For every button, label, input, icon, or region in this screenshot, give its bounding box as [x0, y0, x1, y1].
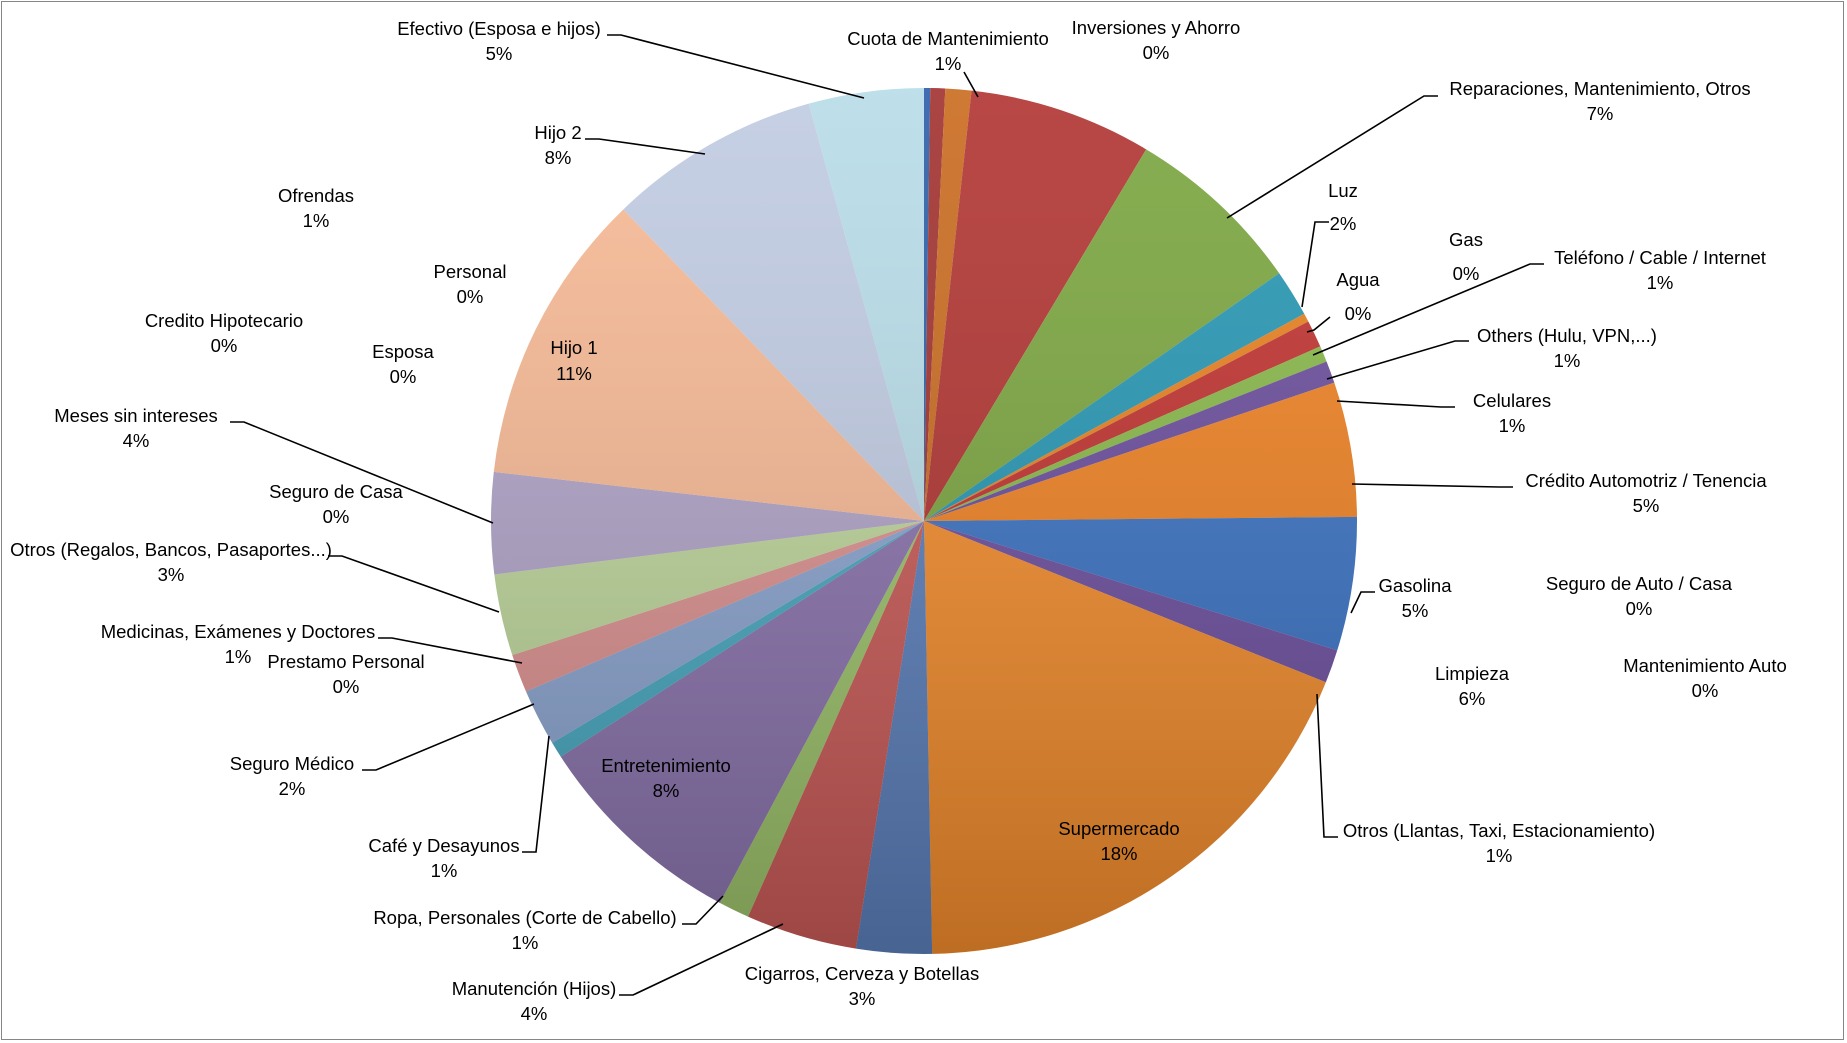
value-label-credito-automotriz-tenencia: 5%: [1633, 495, 1660, 516]
value-label-inversiones-y-ahorro: 0%: [1143, 42, 1170, 63]
value-label-seguro-medico: 2%: [279, 778, 306, 799]
leader-line-cuota-de-mantenimiento: [963, 71, 979, 98]
label-cuota-de-mantenimiento: Cuota de Mantenimiento: [847, 28, 1049, 49]
label-telefono-cable-internet: Teléfono / Cable / Internet: [1554, 247, 1766, 268]
leader-line-reparaciones-mantenimiento-otros: [1226, 95, 1438, 219]
label-entretenimiento: Entretenimiento: [601, 755, 731, 776]
value-label-seguro-de-auto-casa: 0%: [1626, 598, 1653, 619]
label-celulares: Celulares: [1473, 390, 1551, 411]
leader-line-credito-automotriz-tenencia: [1351, 483, 1513, 488]
value-label-supermercado: 18%: [1100, 843, 1137, 864]
label-seguro-de-auto-casa: Seguro de Auto / Casa: [1546, 573, 1733, 594]
value-label-cuota-de-mantenimiento: 1%: [935, 53, 962, 74]
leader-line-telefono-cable-internet: [1312, 263, 1544, 356]
label-supermercado: Supermercado: [1058, 818, 1179, 839]
leader-line-luz: [1301, 221, 1329, 308]
leader-line-otros-regalos-bancos-pasaportes: [328, 555, 500, 613]
label-manutencion-hijos: Manutención (Hijos): [452, 978, 617, 999]
value-label-telefono-cable-internet: 1%: [1647, 272, 1674, 293]
value-label-agua: 0%: [1345, 303, 1372, 324]
leader-line-manutencion-hijos: [619, 923, 784, 996]
label-esposa: Esposa: [372, 341, 434, 362]
label-otros-llantas-taxi-estacionamiento: Otros (Llantas, Taxi, Estacionamiento): [1343, 820, 1655, 841]
value-label-celulares: 1%: [1499, 415, 1526, 436]
label-prestamo-personal: Prestamo Personal: [267, 651, 424, 672]
label-seguro-medico: Seguro Médico: [230, 753, 354, 774]
value-label-hijo-1: 11%: [556, 363, 592, 384]
value-label-credito-hipotecario: 0%: [211, 335, 238, 356]
leader-line-celulares: [1336, 400, 1455, 408]
leader-line-hijo-2: [585, 138, 706, 155]
label-cigarros-cerveza-y-botellas: Cigarros, Cerveza y Botellas: [745, 963, 979, 984]
value-label-otros-regalos-bancos-pasaportes: 3%: [158, 564, 185, 585]
value-label-entretenimiento: 8%: [653, 780, 680, 801]
label-mantenimiento-auto: Mantenimiento Auto: [1623, 655, 1787, 676]
value-label-prestamo-personal: 0%: [333, 676, 360, 697]
label-efectivo-esposa-e-hijos: Efectivo (Esposa e hijos): [397, 18, 601, 39]
leader-line-agua: [1306, 316, 1331, 333]
label-cafe-y-desayunos: Café y Desayunos: [368, 835, 519, 856]
value-label-personal: 0%: [457, 286, 484, 307]
label-limpieza: Limpieza: [1435, 663, 1510, 684]
label-gasolina: Gasolina: [1378, 575, 1452, 596]
label-others-hulu-vpn: Others (Hulu, VPN,...): [1477, 325, 1657, 346]
value-label-mantenimiento-auto: 0%: [1692, 680, 1719, 701]
value-label-limpieza: 6%: [1459, 688, 1486, 709]
label-seguro-de-casa: Seguro de Casa: [269, 481, 403, 502]
value-label-others-hulu-vpn: 1%: [1554, 350, 1581, 371]
value-label-cigarros-cerveza-y-botellas: 3%: [849, 988, 876, 1009]
value-label-ropa-personales-corte-de-cabello: 1%: [512, 932, 539, 953]
leader-line-seguro-medico: [362, 703, 535, 771]
leader-line-cafe-y-desayunos: [522, 735, 550, 853]
label-luz: Luz: [1328, 180, 1358, 201]
value-label-medicinas-examenes-y-doctores: 1%: [225, 646, 252, 667]
label-credito-hipotecario: Credito Hipotecario: [145, 310, 303, 331]
leader-line-meses-sin-intereses: [230, 421, 494, 524]
label-otros-regalos-bancos-pasaportes: Otros (Regalos, Bancos, Pasaportes...): [10, 539, 332, 560]
label-ropa-personales-corte-de-cabello: Ropa, Personales (Corte de Cabello): [373, 907, 676, 928]
label-inversiones-y-ahorro: Inversiones y Ahorro: [1072, 17, 1241, 38]
label-meses-sin-intereses: Meses sin intereses: [54, 405, 217, 426]
value-label-reparaciones-mantenimiento-otros: 7%: [1587, 103, 1614, 124]
value-label-gasolina: 5%: [1402, 600, 1429, 621]
value-label-seguro-de-casa: 0%: [323, 506, 350, 527]
label-agua: Agua: [1336, 269, 1380, 290]
value-label-otros-llantas-taxi-estacionamiento: 1%: [1486, 845, 1513, 866]
value-label-efectivo-esposa-e-hijos: 5%: [486, 43, 513, 64]
label-gas: Gas: [1449, 229, 1483, 250]
label-hijo-2: Hijo 2: [534, 122, 581, 143]
leader-line-medicinas-examenes-y-doctores: [378, 637, 523, 664]
label-hijo-1: Hijo 1: [550, 337, 597, 358]
value-label-luz: 2%: [1330, 213, 1357, 234]
leader-line-efectivo-esposa-e-hijos: [607, 34, 865, 99]
leader-line-gasolina: [1350, 591, 1375, 614]
label-reparaciones-mantenimiento-otros: Reparaciones, Mantenimiento, Otros: [1449, 78, 1750, 99]
value-label-ofrendas: 1%: [303, 210, 330, 231]
label-ofrendas: Ofrendas: [278, 185, 354, 206]
leader-line-others-hulu-vpn: [1326, 340, 1469, 380]
leader-line-otros-llantas-taxi-estacionamiento: [1316, 693, 1338, 838]
value-label-cafe-y-desayunos: 1%: [431, 860, 458, 881]
leader-line-ropa-personales-corte-de-cabello: [682, 895, 724, 925]
value-label-manutencion-hijos: 4%: [521, 1003, 548, 1024]
value-label-esposa: 0%: [390, 366, 417, 387]
label-credito-automotriz-tenencia: Crédito Automotriz / Tenencia: [1525, 470, 1767, 491]
label-medicinas-examenes-y-doctores: Medicinas, Exámenes y Doctores: [101, 621, 376, 642]
value-label-meses-sin-intereses: 4%: [123, 430, 150, 451]
value-label-gas: 0%: [1453, 263, 1480, 284]
value-label-hijo-2: 8%: [545, 147, 572, 168]
label-personal: Personal: [433, 261, 506, 282]
